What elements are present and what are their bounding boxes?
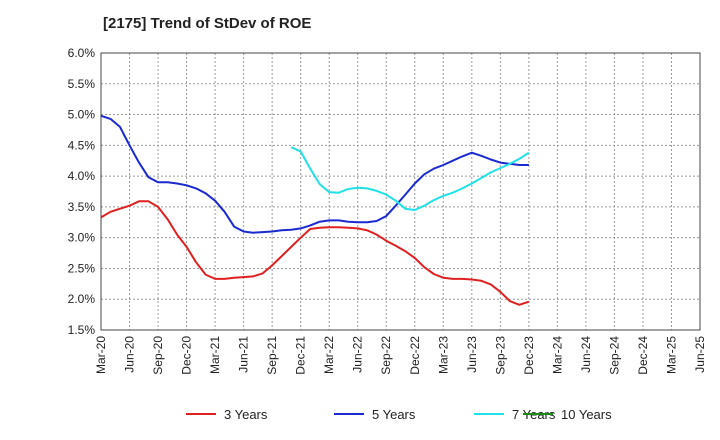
y-tick-label: 3.0% — [68, 231, 96, 245]
x-tick-label: Dec-21 — [294, 336, 308, 375]
x-tick-label: Sep-20 — [151, 336, 165, 375]
x-tick-label: Mar-20 — [94, 336, 108, 374]
y-tick-label: 5.5% — [68, 77, 96, 91]
x-tick-label: Jun-24 — [579, 336, 593, 373]
x-axis-ticks: Mar-20 Jun-20 Sep-20 Dec-20 Mar-21 Jun-21 Sep-… — [94, 336, 707, 375]
y-tick-label: 4.0% — [68, 169, 96, 183]
plot-border — [100, 52, 701, 331]
legend-label: 10 Years — [561, 407, 612, 422]
x-tick-label: Dec-24 — [636, 336, 650, 375]
legend-label: 3 Years — [224, 407, 268, 422]
legend-label: 5 Years — [372, 407, 416, 422]
x-tick-label: Jun-23 — [465, 336, 479, 373]
x-tick-label: Dec-22 — [408, 336, 422, 375]
series-lines — [100, 114, 530, 306]
x-tick-label: Mar-21 — [208, 336, 222, 374]
x-tick-label: Sep-23 — [493, 336, 507, 375]
x-tick-label: Mar-22 — [322, 336, 336, 374]
y-tick-label: 4.5% — [68, 138, 96, 152]
x-tick-label: Jun-21 — [237, 336, 251, 373]
y-axis-ticks: 1.5% 2.0% 2.5% 3.0% 3.5% 4.0% 4.5% 5.0% 5.5% 6.0% — [68, 46, 96, 337]
x-tick-label: Jun-22 — [351, 336, 365, 373]
series-line-7-years — [290, 146, 530, 211]
legend-item-5-years: 5 Years — [334, 407, 416, 422]
grid — [100, 52, 701, 331]
x-tick-label: Jun-25 — [693, 336, 707, 373]
legend: 3 Years 5 Years 7 Years 10 Years — [186, 407, 612, 422]
x-tick-label: Mar-25 — [664, 336, 678, 374]
x-tick-label: Mar-23 — [436, 336, 450, 374]
legend-item-3-years: 3 Years — [186, 407, 268, 422]
x-tick-label: Sep-24 — [607, 336, 621, 375]
y-tick-label: 5.0% — [68, 108, 96, 122]
chart-title: [2175] Trend of StDev of ROE — [103, 15, 312, 32]
x-tick-label: Sep-22 — [379, 336, 393, 375]
y-tick-label: 1.5% — [68, 323, 96, 337]
legend-item-10-years: 10 Years — [523, 407, 612, 422]
series-line-5-years — [100, 114, 529, 234]
y-tick-label: 2.5% — [68, 261, 96, 275]
y-tick-label: 6.0% — [68, 46, 96, 60]
series-line-3-years — [100, 200, 530, 306]
x-tick-label: Jun-20 — [123, 336, 137, 373]
x-tick-label: Sep-21 — [265, 336, 279, 375]
x-tick-label: Mar-24 — [550, 336, 564, 374]
y-tick-label: 3.5% — [68, 200, 96, 214]
plot-area — [100, 52, 701, 331]
x-tick-label: Dec-20 — [180, 336, 194, 375]
x-tick-label: Dec-23 — [522, 336, 536, 375]
y-tick-label: 2.0% — [68, 292, 96, 306]
